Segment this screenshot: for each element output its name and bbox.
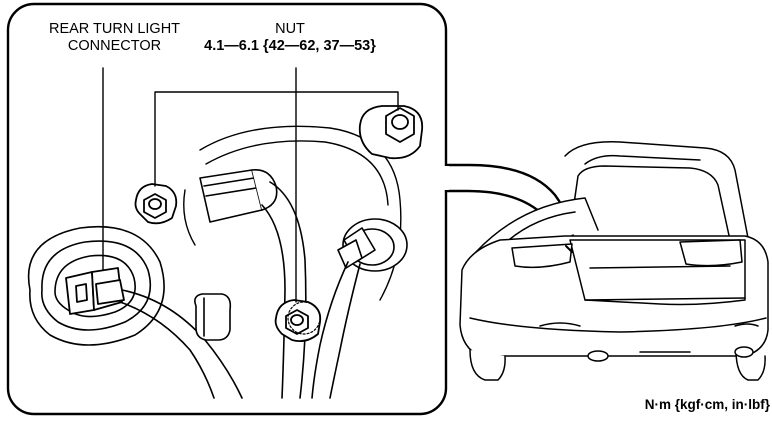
clip-shape (194, 293, 232, 341)
nut-upper-right (358, 105, 424, 160)
rear-turn-light-connector (65, 267, 125, 315)
nut-left (134, 183, 178, 225)
nut-label-title: NUT (275, 21, 305, 37)
rear-turn-light-connector-label: REAR TURN LIGHT CONNECTOR (22, 21, 207, 55)
lower-socket-wires (311, 261, 361, 399)
upper-socket-wires (261, 181, 307, 399)
lower-bulb-socket (337, 218, 408, 272)
nut-torque-spec: 4.1—6.1 {42—62, 37—53} (204, 38, 376, 54)
nut-leader-bracket (154, 91, 399, 187)
nut-lower (274, 299, 322, 343)
connector-label-line2: CONNECTOR (67, 38, 162, 54)
leader-lines (102, 67, 399, 303)
connector-label-line1: REAR TURN LIGHT (48, 21, 181, 37)
nut-label: NUT 4.1—6.1 {42—62, 37—53} (185, 21, 395, 55)
torque-units-legend: N·m {kgf·cm, in·lbf} (644, 397, 770, 412)
vehicle-rear-illustration (459, 141, 769, 381)
